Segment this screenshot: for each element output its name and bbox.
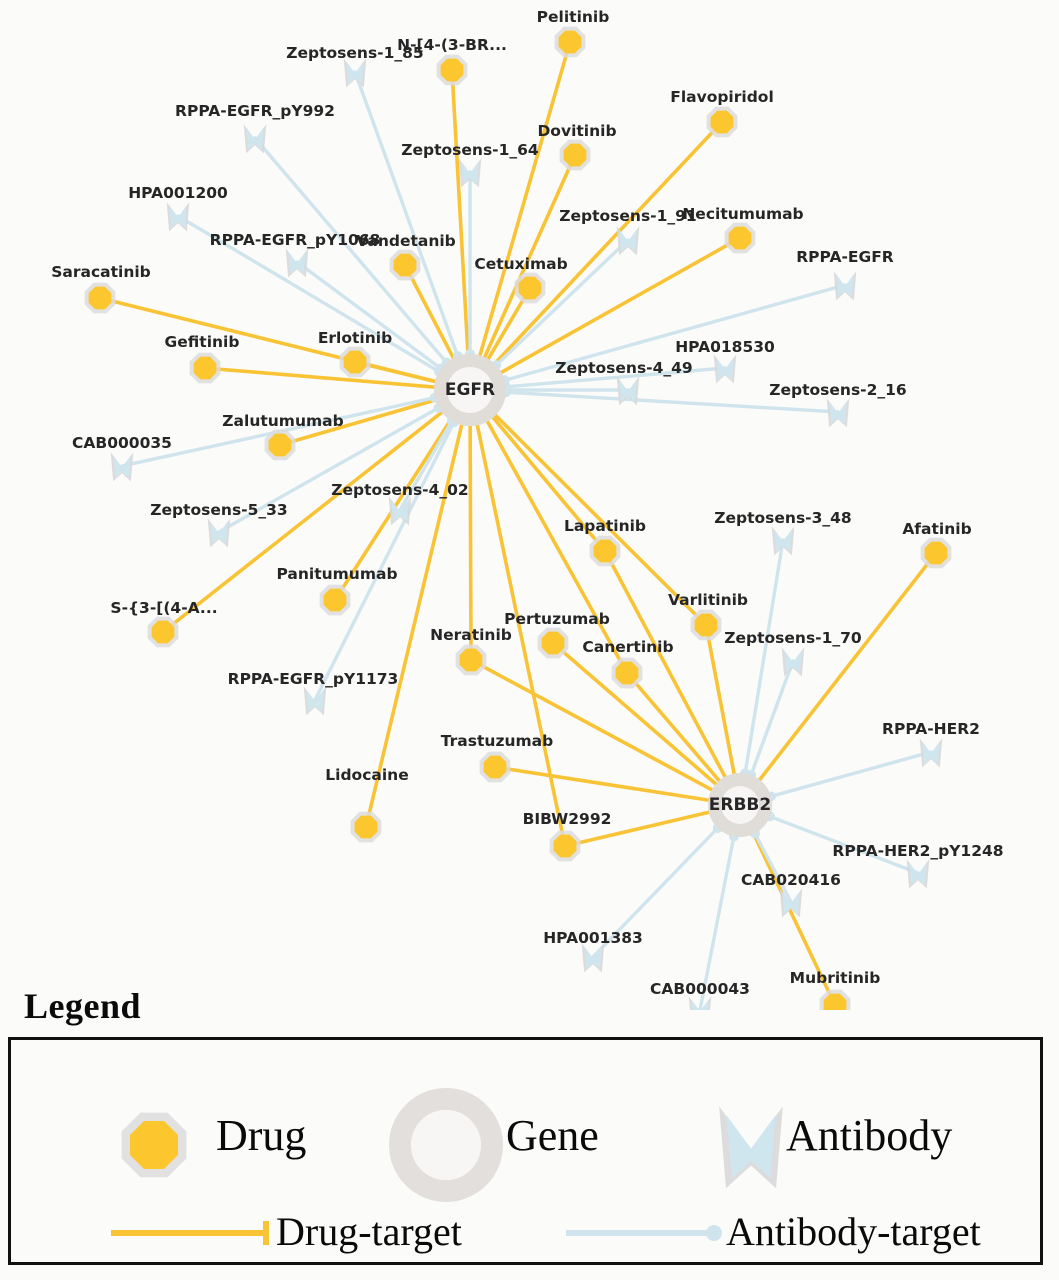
legend: Legend Drug Gene Antibody Dru [0, 985, 1059, 1280]
drug-node[interactable] [611, 657, 643, 689]
legend-antibody-target-label: Antibody-target [726, 1209, 981, 1254]
legend-drug-icon [121, 1112, 187, 1178]
edge [161, 410, 444, 634]
drug-node[interactable] [319, 584, 351, 616]
drug-node[interactable] [706, 106, 738, 138]
legend-drug-label: Drug [216, 1111, 307, 1160]
edge [468, 424, 473, 662]
legend-gene-icon [389, 1088, 503, 1202]
gene-node-ring[interactable] [708, 773, 772, 837]
edge [253, 136, 449, 365]
edge [176, 214, 441, 374]
edge [499, 236, 742, 375]
drug-node[interactable] [84, 282, 116, 314]
drug-node[interactable] [264, 429, 296, 461]
edge [551, 641, 718, 786]
edge [751, 832, 837, 1007]
edge [403, 263, 456, 360]
drug-node[interactable] [436, 54, 468, 86]
legend-box: Drug Gene Antibody Drug-target Antibody-… [8, 1037, 1043, 1265]
edge [482, 153, 577, 359]
drug-node[interactable] [537, 627, 569, 659]
edge [217, 406, 441, 534]
gene-node-core[interactable] [447, 367, 493, 413]
drug-node[interactable] [189, 352, 221, 384]
legend-graphics [111, 1088, 783, 1245]
drug-node[interactable] [724, 222, 756, 254]
edge [504, 366, 727, 389]
edge-layer [98, 40, 938, 1012]
drug-node[interactable] [350, 811, 382, 843]
edge [364, 423, 464, 829]
drug-node[interactable] [559, 139, 591, 171]
gene-node-label: ERBB2 [708, 795, 772, 815]
gene-node-core[interactable] [721, 786, 759, 824]
legend-title: Legend [24, 986, 142, 1026]
edge [295, 260, 443, 371]
edge [504, 390, 840, 414]
edge [753, 831, 793, 904]
edge [757, 551, 938, 782]
edge [469, 658, 714, 792]
edge [563, 810, 711, 848]
drug-node[interactable] [339, 346, 371, 378]
legend-antibody-label: Antibody [786, 1111, 953, 1160]
node-layer[interactable] [84, 26, 952, 1026]
edge [353, 70, 460, 358]
edge [475, 423, 567, 848]
gene-node-label: EGFR [444, 380, 496, 400]
edge [450, 68, 470, 356]
network-graph-canvas[interactable]: Zeptosens-1_85 RPPA-EGFR_pY992 Zeptosens-1… [0, 0, 1059, 1026]
edge [478, 40, 572, 358]
edge [502, 283, 847, 382]
gene-node-ring[interactable] [434, 354, 506, 426]
edge [768, 814, 920, 875]
drug-node[interactable] [690, 609, 722, 641]
edge [493, 413, 708, 627]
drug-node[interactable] [554, 26, 586, 58]
edge [704, 623, 736, 776]
legend-antibody-icon [719, 1106, 783, 1189]
edge [492, 120, 724, 366]
edge [769, 750, 933, 799]
edge [485, 419, 629, 675]
drug-node[interactable] [455, 644, 487, 676]
legend-drug-target-label: Drug-target [276, 1209, 462, 1254]
edge [494, 238, 630, 367]
drug-node[interactable] [479, 751, 511, 783]
drug-node[interactable] [589, 535, 621, 567]
edge [491, 415, 607, 553]
legend-gene-label: Gene [506, 1111, 599, 1160]
legend-antibody-target-line [566, 1225, 722, 1241]
drug-node[interactable] [920, 537, 952, 569]
edge [203, 366, 436, 389]
edge [398, 419, 454, 512]
network-svg [84, 26, 952, 1026]
edge [313, 420, 456, 702]
drug-node[interactable] [549, 830, 581, 862]
edge [749, 659, 795, 777]
drug-node[interactable] [514, 272, 546, 304]
drug-node[interactable] [389, 249, 421, 281]
edge [743, 538, 785, 776]
edge [278, 398, 438, 447]
edge [625, 671, 721, 783]
drug-node[interactable] [147, 616, 179, 648]
edge [493, 765, 711, 802]
edge [603, 549, 727, 779]
edge [698, 834, 736, 1012]
legend-drug-target-line [111, 1221, 269, 1245]
edge [591, 826, 720, 959]
